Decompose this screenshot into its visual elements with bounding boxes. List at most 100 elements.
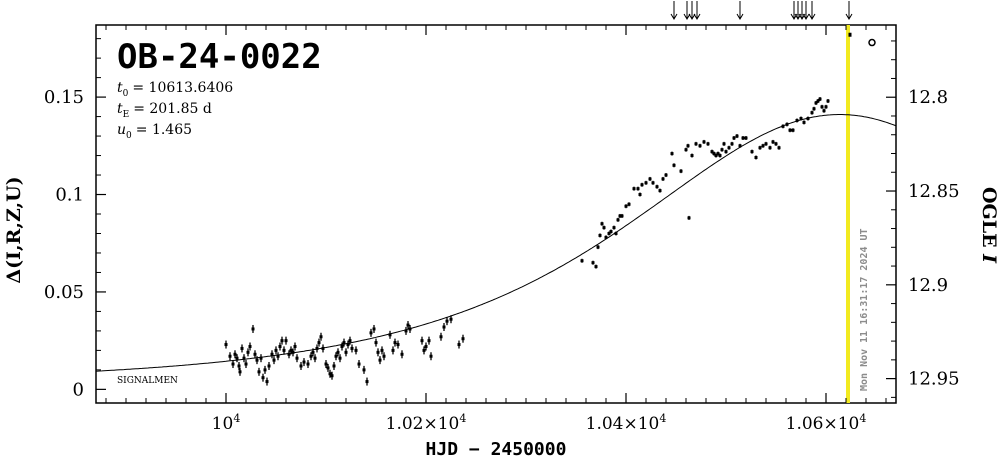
data-point xyxy=(242,356,246,360)
data-point xyxy=(602,226,606,230)
y-left-tick-label: 0 xyxy=(73,379,84,400)
data-point xyxy=(694,142,698,146)
data-point xyxy=(338,356,342,360)
x-tick-label-mantissa: 1.04×10 xyxy=(586,414,660,434)
open-circle-point xyxy=(868,38,876,47)
data-point xyxy=(687,216,691,220)
y-left-tick-label: 0.1 xyxy=(55,185,84,206)
data-point xyxy=(302,360,306,364)
data-point xyxy=(265,380,269,384)
data-point xyxy=(267,364,271,368)
data-point xyxy=(761,144,765,148)
data-point xyxy=(727,146,731,150)
data-point xyxy=(319,335,323,339)
data-point xyxy=(698,144,702,148)
x-tick-label-mantissa: 1.06×10 xyxy=(786,414,860,434)
data-point xyxy=(777,146,781,150)
arrow-head xyxy=(693,13,701,20)
chart-title: OB-24-0022 xyxy=(117,37,322,77)
data-point xyxy=(744,136,748,140)
current-time-label: Mon Nov 11 16:31:17 2024 UT xyxy=(859,228,870,391)
data-point xyxy=(655,185,659,189)
data-point xyxy=(442,325,446,329)
data-point xyxy=(624,204,628,208)
x-tick-label: 1.04×104 xyxy=(586,412,667,434)
data-point xyxy=(818,97,822,101)
data-point xyxy=(791,128,795,132)
data-point xyxy=(282,348,286,352)
data-point xyxy=(714,154,718,158)
data-point xyxy=(690,154,694,158)
data-point xyxy=(771,140,775,144)
param-value: = 1.465 xyxy=(136,122,192,138)
x-tick-label-exponent: 4 xyxy=(233,412,240,425)
data-point xyxy=(710,150,714,154)
data-point xyxy=(324,362,328,366)
data-point xyxy=(261,376,265,380)
data-point xyxy=(429,354,433,358)
data-point xyxy=(658,189,662,193)
data-point xyxy=(686,144,690,148)
data-point xyxy=(362,368,366,372)
data-point xyxy=(278,344,282,348)
data-point xyxy=(357,362,361,366)
data-point xyxy=(365,380,369,384)
data-point xyxy=(580,259,584,263)
data-point xyxy=(388,333,392,337)
data-point xyxy=(612,226,616,230)
y-left-tick-label: 0.05 xyxy=(44,282,84,303)
data-point xyxy=(427,339,431,343)
data-point xyxy=(422,348,426,352)
data-point xyxy=(640,183,644,187)
data-point xyxy=(369,331,373,335)
data-point xyxy=(795,118,799,122)
y-right-tick-label: 12.85 xyxy=(908,181,960,202)
data-point xyxy=(291,350,295,354)
param-1: tE = 201.85 d xyxy=(117,101,212,120)
data-point xyxy=(224,343,228,347)
data-point xyxy=(702,140,706,144)
data-point xyxy=(604,235,608,239)
data-point xyxy=(424,344,428,348)
param-0: t0 = 10613.6406 xyxy=(117,80,233,99)
y-axis-label-right-text: OGLE xyxy=(978,187,999,254)
data-point xyxy=(231,362,235,366)
data-point xyxy=(788,128,792,132)
data-point xyxy=(396,343,400,347)
data-point xyxy=(661,177,665,181)
data-point xyxy=(814,101,818,105)
data-point xyxy=(824,105,828,109)
data-point xyxy=(461,337,465,341)
y-axis-label-left: Δ(I,R,Z,U) xyxy=(3,176,25,283)
data-point xyxy=(244,362,248,366)
data-point xyxy=(614,231,618,235)
data-point xyxy=(321,346,325,350)
data-point xyxy=(274,348,278,352)
data-point xyxy=(393,341,397,345)
x-tick-label: 104 xyxy=(212,412,241,434)
data-point xyxy=(270,352,274,356)
x-tick-label: 1.02×104 xyxy=(386,412,467,434)
data-point xyxy=(764,142,768,146)
x-tick-label-exponent: 4 xyxy=(659,412,666,425)
data-point xyxy=(240,346,244,350)
data-point xyxy=(812,107,816,111)
data-point xyxy=(706,142,710,146)
data-point xyxy=(253,352,257,356)
data-point xyxy=(380,348,384,352)
observation-arrows xyxy=(670,1,853,20)
arrow-head xyxy=(670,13,678,20)
data-point xyxy=(354,348,358,352)
data-point xyxy=(255,358,259,362)
data-point xyxy=(636,187,640,191)
data-point xyxy=(237,364,241,368)
data-point xyxy=(235,356,239,360)
data-point xyxy=(730,142,734,146)
data-point xyxy=(299,364,303,368)
arrow-head xyxy=(845,13,853,20)
data-point xyxy=(754,155,758,159)
data-point xyxy=(664,173,668,177)
x-tick-label-mantissa: 10 xyxy=(212,414,234,434)
param-value: = 10613.6406 xyxy=(132,80,233,96)
model-curve xyxy=(96,114,896,372)
